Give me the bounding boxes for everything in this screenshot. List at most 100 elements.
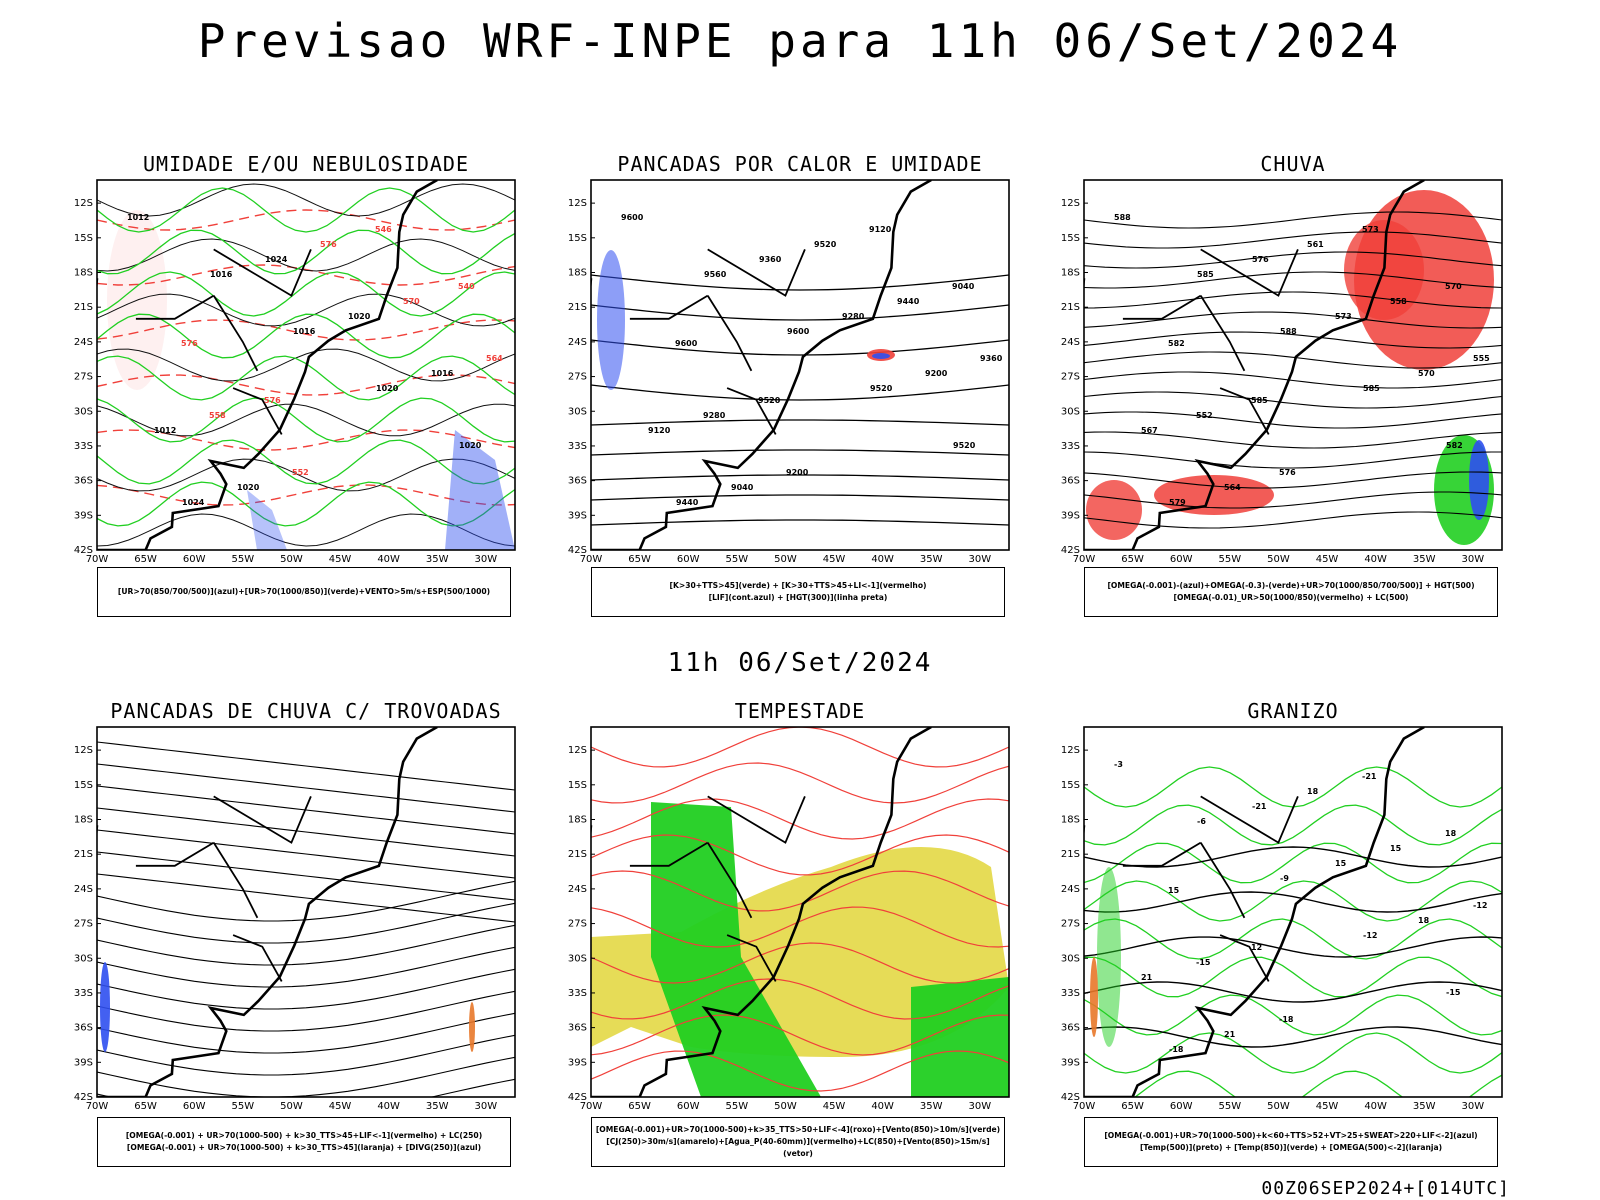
lon-tick-label: 65W [134,554,157,565]
lat-tick-label: 39S [1061,1057,1080,1068]
lat-tick-label: 30S [568,953,587,964]
lat-tick-label: 36S [568,1023,587,1034]
lat-tick-label: 39S [568,1057,587,1068]
lon-tick-label: 70W [86,554,109,565]
panel-title: CHUVA [1260,152,1326,176]
contour-label: 15 [1335,859,1347,868]
contour-label: -3 [1114,760,1123,769]
lon-tick-label: 35W [920,1101,943,1112]
contour-label: 9120 [869,225,892,234]
lat-tick-label: 30S [1061,953,1080,964]
lat-tick-label: 30S [74,953,93,964]
legend-line: [Temp(500)](preto) + [Temp(850)](verde) … [1139,1143,1443,1152]
lat-tick-label: 21S [74,302,93,313]
map-plot: -3 -6 -9 -12 -15 -18 -21 15 18 21 21 18 15 -12 -15 -18 -… [1061,726,1503,1112]
contour-label: 540 [458,282,475,291]
contour-label: 9600 [675,339,698,348]
lon-tick-label: 40W [1364,554,1387,565]
contour-label: 9520 [870,384,893,393]
lat-tick-label: 36S [1061,1023,1080,1034]
contour-label: 9560 [704,270,727,279]
contour-label: 9280 [842,312,865,321]
contour-label: 1024 [182,498,205,507]
lat-tick-label: 24S [568,884,587,895]
contour-label: -21 [1252,802,1267,811]
lat-tick-label: 21S [1061,302,1080,313]
lon-tick-label: 65W [1121,554,1144,565]
lon-tick-label: 35W [920,554,943,565]
run-time-label: 00Z06SEP2024+[014UTC] [1261,1178,1510,1199]
contour-label: 564 [486,354,503,363]
contour-label: 21 [1224,1030,1236,1039]
contour-label: 21 [1141,973,1153,982]
contour-label: 576 [181,339,198,348]
lon-tick-label: 30W [475,554,498,565]
lat-tick-label: 12S [568,198,587,209]
contour-label: 585 [1363,384,1380,393]
lat-tick-label: 27S [568,372,587,383]
lat-tick-label: 21S [1061,849,1080,860]
lon-tick-label: 30W [475,1101,498,1112]
map-plot: 588 585 588 585 582 579 576 573 570 567 564 561 558 5… [1061,179,1503,565]
legend-line: [OMEGA(-0.001)+UR>70(1000-500)+k<60+TTS>… [1104,1131,1478,1140]
contour-label: 552 [292,468,309,477]
contour-label: 18 [1307,787,1319,796]
lat-tick-label: 24S [74,337,93,348]
lon-tick-label: 65W [628,1101,651,1112]
contour-label: 9360 [759,255,782,264]
contour-label: 570 [1418,369,1435,378]
contour-label: 9280 [703,411,726,420]
contour-label: 585 [1197,270,1214,279]
lat-tick-label: 42S [568,545,587,556]
contour-label: 1020 [348,312,371,321]
contour-label: 585 [1251,396,1268,405]
lon-tick-label: 65W [628,554,651,565]
lat-tick-label: 30S [568,406,587,417]
lon-tick-label: 40W [377,554,400,565]
contour-label: 18 [1445,829,1457,838]
lat-tick-label: 12S [74,198,93,209]
contour-label: 1016 [431,369,454,378]
lat-tick-label: 12S [1061,745,1080,756]
lon-tick-label: 60W [183,1101,206,1112]
legend-line: [OMEGA(-0.01)_UR>50(1000/850)(vermelho) … [1173,593,1409,602]
contour-label: 582 [1168,339,1185,348]
lat-tick-label: 33S [568,441,587,452]
contour-label: 1020 [376,384,399,393]
contour-label: 9520 [758,396,781,405]
contour-label: -12 [1473,901,1487,910]
lon-tick-label: 35W [1413,1101,1436,1112]
lat-tick-label: 39S [74,1057,93,1068]
contour-label: 1016 [210,270,233,279]
lon-tick-label: 50W [280,1101,303,1112]
lat-tick-label: 18S [568,268,587,279]
lat-tick-label: 12S [568,745,587,756]
lon-tick-label: 50W [1267,1101,1290,1112]
contour-label: -21 [1362,772,1377,781]
lat-tick-label: 27S [568,919,587,930]
lat-tick-label: 30S [74,406,93,417]
lon-tick-label: 35W [426,554,449,565]
lat-tick-label: 42S [1061,545,1080,556]
lat-tick-label: 36S [74,476,93,487]
panel-legend: [UR>70(850/700/500)](azul)+[UR>70(1000/8… [97,567,511,617]
lat-tick-label: 18S [1061,815,1080,826]
panel-title: UMIDADE E/OU NEBULOSIDADE [142,152,470,176]
contour-label: 9200 [786,468,809,477]
lon-tick-label: 55W [726,1101,749,1112]
lon-tick-label: 70W [580,554,603,565]
lat-tick-label: 33S [1061,441,1080,452]
contour-label: 1016 [293,327,316,336]
lon-tick-label: 55W [232,554,255,565]
contour-label: 558 [1390,297,1407,306]
lat-tick-label: 12S [74,745,93,756]
lon-tick-label: 70W [1073,1101,1096,1112]
lon-tick-label: 30W [1462,1101,1485,1112]
contour-label: 12 [1251,943,1262,952]
lon-tick-label: 50W [774,1101,797,1112]
panel-title: TEMPESTADE [734,699,866,723]
lon-tick-label: 65W [1121,1101,1144,1112]
contour-label: 9440 [676,498,699,507]
legend-line: [OMEGA(-0.001)-(azul)+OMEGA(-0.3)-(verde… [1107,581,1475,590]
contour-label: 573 [1362,225,1379,234]
